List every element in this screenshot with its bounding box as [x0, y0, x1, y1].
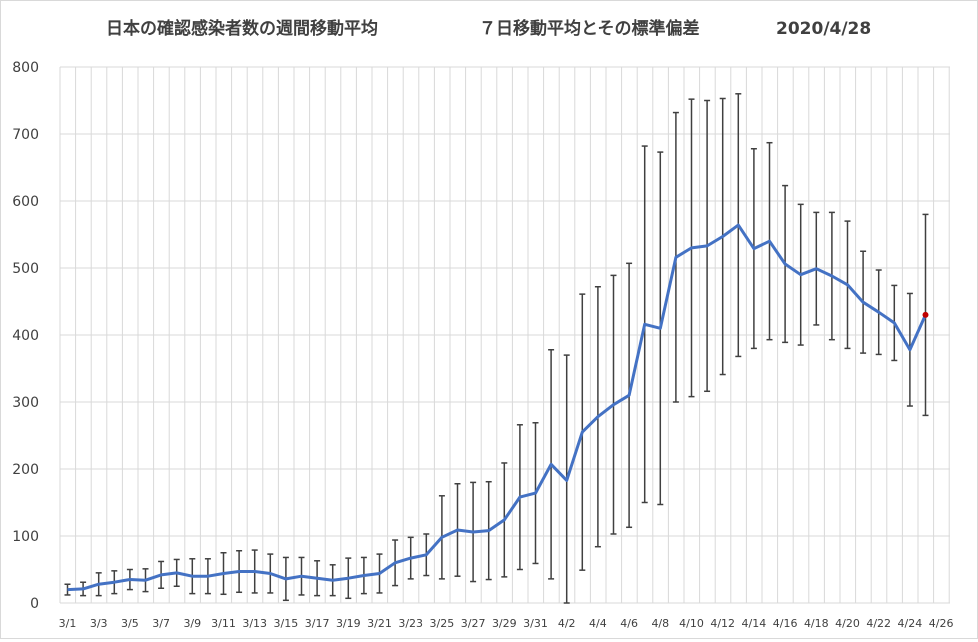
- x-tick-label: 3/11: [211, 617, 236, 630]
- last-point-group: [922, 311, 929, 318]
- x-tick-label: 4/4: [589, 617, 607, 630]
- x-tick-label: 3/27: [461, 617, 486, 630]
- last-data-point: [922, 311, 929, 318]
- x-tick-label: 4/8: [651, 617, 669, 630]
- x-tick-label: 4/22: [866, 617, 891, 630]
- x-tick-label: 4/6: [620, 617, 638, 630]
- x-tick-label: 4/26: [929, 617, 954, 630]
- y-tick-label: 700: [12, 127, 39, 143]
- y-tick-label: 600: [12, 194, 39, 210]
- x-tick-label: 4/24: [898, 617, 923, 630]
- x-tick-label: 3/15: [274, 617, 299, 630]
- y-tick-label: 100: [12, 529, 39, 545]
- x-tick-label: 3/23: [398, 617, 423, 630]
- x-tick-label: 3/7: [152, 617, 170, 630]
- x-tick-label: 3/9: [183, 617, 201, 630]
- x-tick-label: 4/2: [558, 617, 576, 630]
- x-tick-label: 3/1: [59, 617, 77, 630]
- chart-date: 2020/4/28: [776, 19, 871, 39]
- x-tick-label: 3/3: [90, 617, 108, 630]
- x-tick-label: 3/17: [305, 617, 330, 630]
- y-tick-label: 400: [12, 328, 39, 344]
- series-line: [67, 223, 927, 592]
- y-tick-label: 500: [12, 261, 39, 277]
- x-tick-label: 4/16: [773, 617, 798, 630]
- x-tick-label: 4/20: [835, 617, 860, 630]
- x-tick-label: 4/12: [710, 617, 735, 630]
- x-tick-label: 3/31: [523, 617, 548, 630]
- x-tick-label: 4/10: [679, 617, 704, 630]
- x-tick-label: 4/18: [804, 617, 829, 630]
- y-axis-tick-labels: 0 100 200 300 400 500 600 700 800: [12, 60, 39, 612]
- x-tick-label: 4/14: [742, 617, 767, 630]
- x-tick-label: 3/21: [367, 617, 392, 630]
- y-tick-label: 300: [12, 395, 39, 411]
- x-tick-label: 3/5: [121, 617, 139, 630]
- x-axis-tick-labels: 3/1 3/3 3/5 3/7 3/9 3/11 3/13 3/15 3/17 3/19 3/21 3…: [59, 617, 954, 630]
- series-line-group: [67, 223, 927, 592]
- x-tick-label: 3/25: [430, 617, 455, 630]
- chart-subtitle: ７日移動平均とその標準偏差: [479, 18, 700, 39]
- y-tick-label: 800: [12, 60, 39, 76]
- chart-title: 日本の確認感染者数の週間移動平均: [106, 18, 378, 39]
- y-tick-label: 200: [12, 462, 39, 478]
- x-tick-label: 3/13: [242, 617, 267, 630]
- x-tick-label: 3/19: [336, 617, 361, 630]
- x-tick-label: 3/29: [492, 617, 517, 630]
- y-tick-label: 0: [30, 596, 39, 612]
